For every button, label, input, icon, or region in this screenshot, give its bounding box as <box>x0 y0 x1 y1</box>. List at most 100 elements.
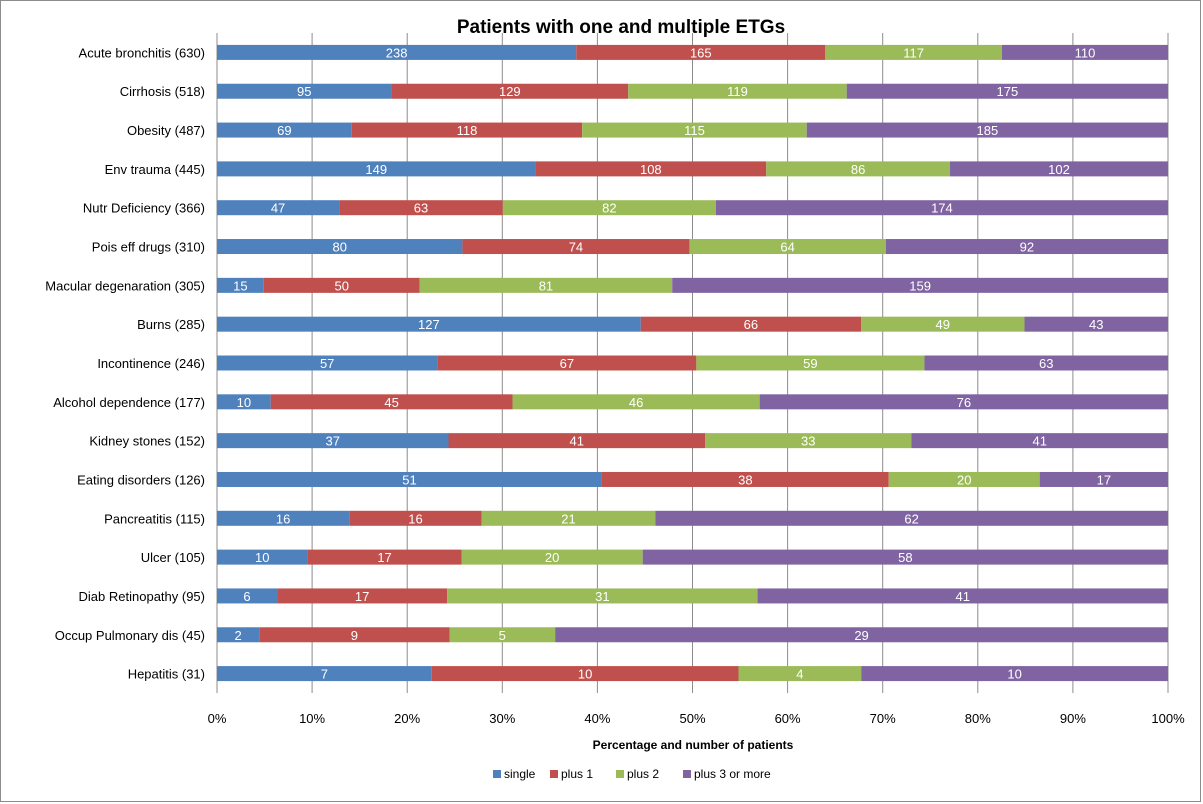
data-label: 58 <box>898 550 912 565</box>
category-label: Burns (285) <box>137 317 205 332</box>
x-tick-label: 50% <box>679 711 705 726</box>
data-label: 47 <box>271 201 285 216</box>
data-label: 127 <box>418 317 440 332</box>
data-label: 9 <box>351 628 358 643</box>
data-label: 69 <box>277 123 291 138</box>
bar-segment <box>715 200 1168 216</box>
data-label: 67 <box>560 356 574 371</box>
category-label: Env trauma (445) <box>105 162 205 177</box>
bar-segment <box>217 433 449 449</box>
data-label: 41 <box>1033 434 1047 449</box>
category-label: Eating disorders (126) <box>77 472 205 487</box>
legend-swatch <box>683 770 691 778</box>
data-label: 62 <box>904 511 918 526</box>
bar-segment <box>217 200 340 216</box>
bar-segment <box>757 588 1168 604</box>
bar-segment <box>391 83 629 99</box>
bar-segment <box>419 277 673 293</box>
category-label: Acute bronchitis (630) <box>79 45 205 60</box>
data-label: 76 <box>957 395 971 410</box>
data-label: 41 <box>956 589 970 604</box>
data-label: 49 <box>936 317 950 332</box>
data-label: 17 <box>1097 472 1111 487</box>
category-label: Kidney stones (152) <box>89 434 205 449</box>
x-tick-label: 100% <box>1151 711 1185 726</box>
data-label: 238 <box>386 45 408 60</box>
data-label: 2 <box>235 628 242 643</box>
chart-title: Patients with one and multiple ETGs <box>457 17 785 38</box>
data-label: 74 <box>569 240 583 255</box>
bar-segment <box>351 122 583 138</box>
x-tick-label: 60% <box>775 711 801 726</box>
category-labels: Acute bronchitis (630) Cirrhosis (518) Obe… <box>45 45 205 681</box>
x-tick-label: 10% <box>299 711 325 726</box>
data-label: 108 <box>640 162 662 177</box>
legend-entry: single <box>504 767 536 781</box>
bar-segment <box>217 44 577 60</box>
bar-segment <box>759 394 1168 410</box>
data-label: 16 <box>276 511 290 526</box>
x-tick-label: 70% <box>870 711 896 726</box>
bar-segment <box>861 316 1025 332</box>
data-label: 119 <box>727 84 748 99</box>
bar-segment <box>535 161 767 177</box>
category-label: Incontinence (246) <box>97 356 205 371</box>
bar-segment <box>349 510 482 526</box>
bar-segment <box>481 510 656 526</box>
category-label: Cirrhosis (518) <box>120 84 205 99</box>
bar-segment <box>825 44 1002 60</box>
bar-segment <box>888 471 1040 487</box>
legend-entry: plus 1 <box>561 767 593 781</box>
data-label: 51 <box>402 472 416 487</box>
bar-segment <box>512 394 760 410</box>
data-label: 10 <box>578 667 592 682</box>
bar-segment <box>885 239 1168 255</box>
bar-segment <box>277 588 448 604</box>
legend: single plus 1 plus 2 plus 3 or more <box>493 767 771 781</box>
bar-segment <box>217 588 278 604</box>
legend-entry: plus 2 <box>627 767 659 781</box>
bar-segment <box>461 549 643 565</box>
data-label: 95 <box>297 84 311 99</box>
category-label: Diab Retinopathy (95) <box>79 589 205 604</box>
bar-segment <box>911 433 1168 449</box>
bar-segment <box>217 83 392 99</box>
x-tick-label: 90% <box>1060 711 1086 726</box>
x-axis-label: Percentage and number of patients <box>593 738 794 752</box>
category-label: Nutr Deficiency (366) <box>83 201 205 216</box>
bar-segment <box>263 277 420 293</box>
data-label: 174 <box>931 201 953 216</box>
bar-segment <box>217 122 352 138</box>
data-label: 4 <box>796 667 803 682</box>
bar-segment <box>437 355 697 371</box>
bar-segment <box>449 627 556 643</box>
data-label: 17 <box>355 589 369 604</box>
category-label: Obesity (487) <box>127 123 205 138</box>
data-label: 66 <box>744 317 758 332</box>
data-label: 45 <box>384 395 398 410</box>
data-label: 64 <box>780 240 794 255</box>
bar-segment <box>738 666 862 682</box>
data-label: 41 <box>570 434 584 449</box>
bar-segment <box>217 666 432 682</box>
x-tick-label: 40% <box>584 711 610 726</box>
bar-segment <box>806 122 1168 138</box>
bar-segment <box>217 627 260 643</box>
bar-segment <box>217 239 463 255</box>
bar-segment <box>555 627 1168 643</box>
bar-segment <box>217 277 264 293</box>
data-label: 16 <box>408 511 422 526</box>
bar-segment <box>217 316 641 332</box>
bar-segment <box>217 549 308 565</box>
bar-segment <box>462 239 690 255</box>
bar-segment <box>689 239 886 255</box>
legend-swatch <box>493 770 501 778</box>
data-label: 38 <box>738 472 752 487</box>
bar-segment <box>1039 471 1168 487</box>
data-label: 20 <box>957 472 971 487</box>
x-tick-labels: 0% 10% 20% 30% 40% 50% 60% 70% 80% 90% 100% <box>208 711 1185 726</box>
data-label: 5 <box>499 628 506 643</box>
bar-segment <box>766 161 951 177</box>
data-label: 102 <box>1048 162 1070 177</box>
category-label: Alcohol dependence (177) <box>53 395 205 410</box>
